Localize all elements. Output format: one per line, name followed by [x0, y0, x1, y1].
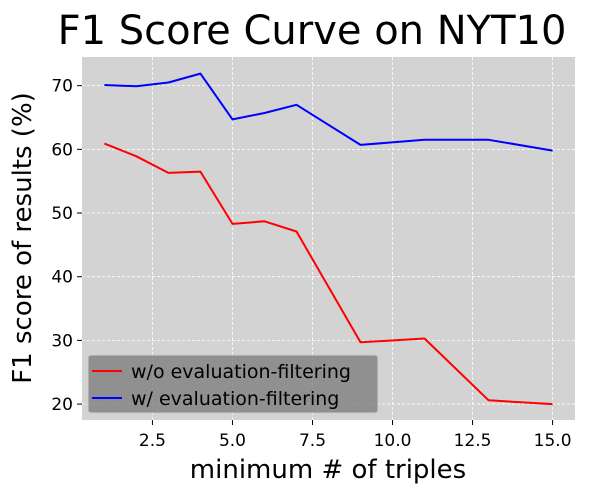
x-tick-label: 2.5 [139, 431, 166, 451]
y-tick-label: 40 [51, 268, 73, 288]
x-tick-label: 12.5 [454, 431, 492, 451]
legend: w/o evaluation-filtering w/ evaluation-fi… [87, 354, 379, 414]
y-tick-label: 20 [51, 395, 73, 415]
grid [82, 57, 575, 420]
x-tick-label: 7.5 [299, 431, 326, 451]
x-tick-label: 10.0 [374, 431, 412, 451]
series-group [104, 72, 553, 406]
chart-title: F1 Score Curve on NYT10 [58, 8, 567, 54]
legend-label: w/o evaluation-filtering [131, 361, 351, 383]
series-line [104, 142, 553, 406]
y-tick-label: 60 [51, 140, 73, 160]
x-tick-label: 15.0 [534, 431, 572, 451]
legend-label: w/ evaluation-filtering [131, 388, 339, 410]
y-tick-label: 30 [51, 331, 73, 351]
legend-box [87, 354, 379, 414]
y-axis-label: F1 score of results (%) [8, 92, 38, 384]
y-tick-label: 50 [51, 204, 73, 224]
x-tick-label: 5.0 [219, 431, 246, 451]
x-axis-label: minimum # of triples [190, 455, 466, 485]
series-line [104, 72, 553, 152]
y-tick-label: 70 [51, 77, 73, 97]
axes: 2.5 5.0 7.5 10.0 12.5 15.0 20 30 40 50 60 70 [51, 77, 571, 451]
